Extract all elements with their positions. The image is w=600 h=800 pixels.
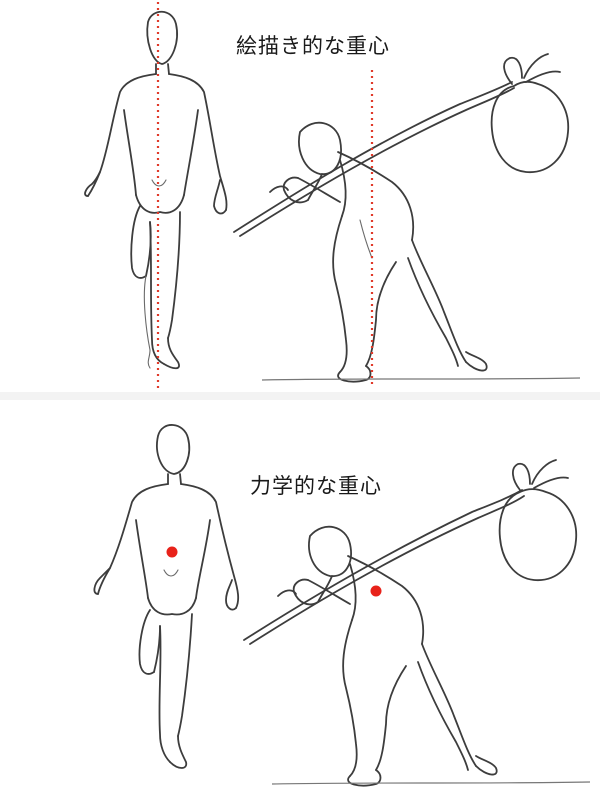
- panel-title-physics: 力学的な重心: [250, 474, 382, 498]
- panel-divider: [0, 392, 600, 400]
- walking-figure-bottom: [93, 424, 240, 769]
- carrying-figure-bottom: [243, 459, 578, 787]
- center-of-mass-dot-carrying-figure: [370, 585, 382, 597]
- panel-physics-center-of-gravity: 力学的な重心: [0, 400, 600, 800]
- panel-artist-center-of-gravity: 絵描き的な重心: [0, 0, 600, 392]
- physics-figures-drawing: [93, 424, 591, 787]
- ground-line-top: [261, 377, 581, 381]
- center-of-mass-dot-walking-figure: [166, 546, 178, 558]
- carrying-figure: [233, 53, 570, 383]
- walking-figure: [84, 10, 228, 370]
- ground-line-bottom: [271, 781, 591, 785]
- artist-figures-drawing: [84, 2, 581, 388]
- panel-title-artist: 絵描き的な重心: [236, 34, 390, 58]
